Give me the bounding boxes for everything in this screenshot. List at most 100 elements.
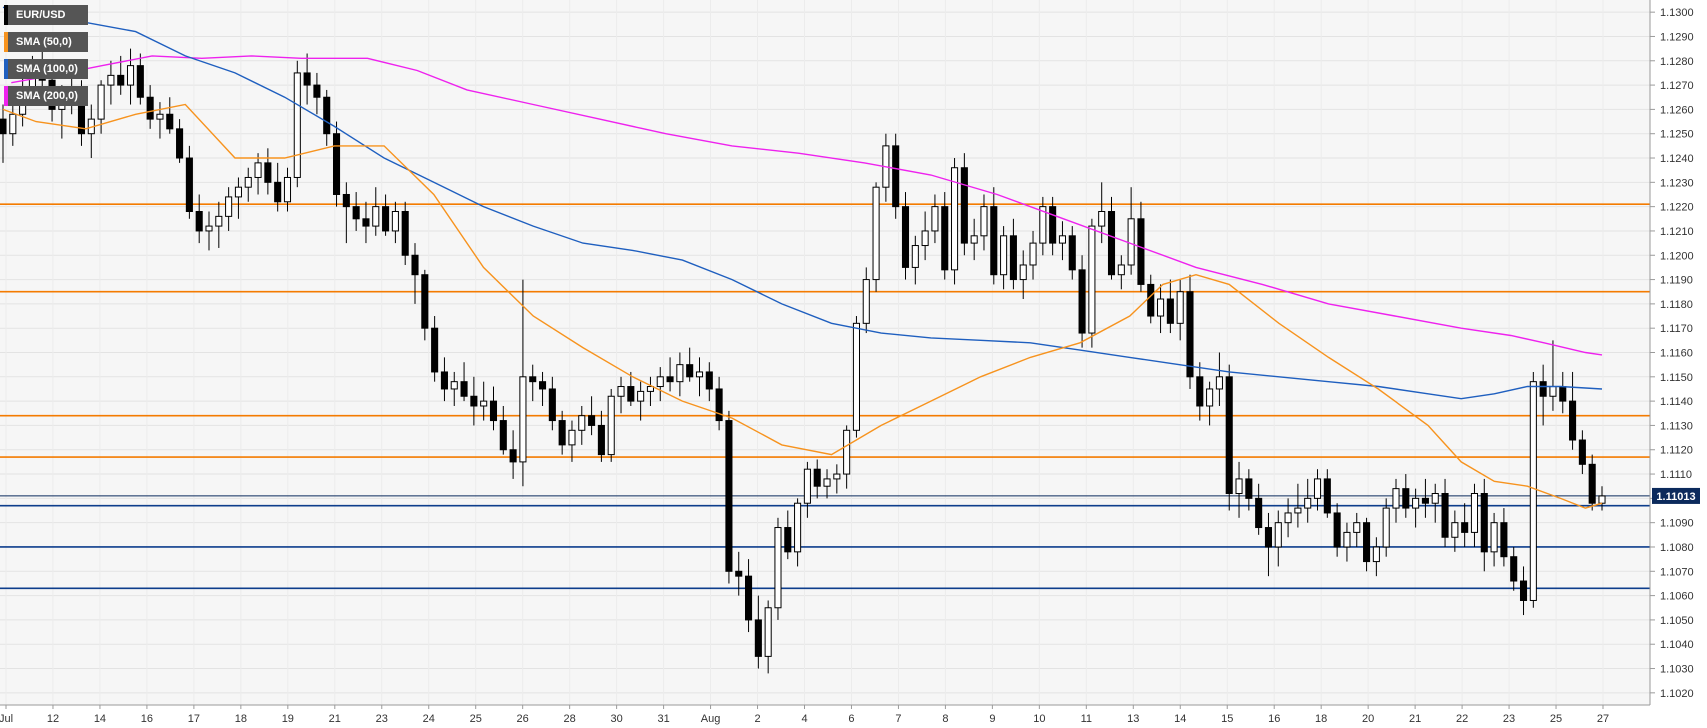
- candle: [1402, 474, 1410, 518]
- candle-body-bullish: [1039, 206, 1047, 244]
- candle-body-bearish: [313, 84, 321, 98]
- y-tick-label: 1.1270: [1660, 80, 1694, 92]
- candle: [980, 194, 988, 251]
- candle: [107, 60, 115, 105]
- candle-body-bearish: [1137, 218, 1145, 285]
- candle: [303, 53, 311, 105]
- candle-body-bearish: [382, 206, 390, 232]
- candle-body-bearish: [411, 254, 419, 276]
- candle: [431, 316, 439, 382]
- legend-item-symbol[interactable]: EUR/USD: [4, 5, 88, 25]
- candle: [852, 316, 860, 438]
- candle: [1343, 522, 1351, 562]
- candle: [1009, 218, 1017, 290]
- candle-body-bullish: [1215, 376, 1223, 390]
- candle: [1147, 274, 1155, 324]
- candle-body-bearish: [715, 388, 723, 422]
- candle-body-bearish: [470, 395, 478, 407]
- candle: [568, 420, 576, 462]
- x-tick-label: 20: [1362, 713, 1374, 725]
- candle: [823, 469, 831, 499]
- candle-body-bearish: [1461, 522, 1469, 533]
- candle-body-bearish: [1049, 206, 1057, 244]
- candle-body-bearish: [1255, 497, 1263, 529]
- candle-body-bullish: [126, 65, 135, 86]
- candle: [342, 182, 350, 244]
- candle: [813, 459, 821, 499]
- candle-body-bearish: [529, 376, 537, 383]
- candle-body-bearish: [166, 113, 174, 130]
- candle-body-bearish: [813, 468, 821, 487]
- candle-body-bullish: [205, 225, 213, 232]
- horizontal-levels: [0, 203, 1650, 590]
- legend-label: SMA (100,0): [16, 63, 78, 75]
- candle: [1431, 483, 1439, 523]
- y-tick-label: 1.1190: [1660, 275, 1693, 287]
- candle-body-bullish: [676, 364, 684, 383]
- candle-body-bearish: [352, 206, 360, 220]
- candle-body-bullish: [1206, 388, 1214, 407]
- candle: [489, 386, 498, 431]
- x-tick-label: 11: [1081, 713, 1092, 725]
- candle: [460, 362, 468, 402]
- legend-item-sma200[interactable]: SMA (200,0): [4, 86, 88, 106]
- candle-body-bearish: [686, 364, 694, 378]
- candle: [136, 53, 144, 105]
- candle-body-bearish: [1264, 527, 1273, 548]
- candle-body-bullish: [254, 162, 262, 178]
- x-tick-label: 31: [657, 713, 669, 725]
- candle: [666, 357, 674, 392]
- candle: [1274, 510, 1282, 567]
- candle-body-bearish: [1539, 381, 1547, 397]
- x-tick-label: 7: [895, 713, 901, 725]
- candle: [1323, 469, 1331, 518]
- candle-body-bearish: [558, 420, 566, 446]
- candle-body-bearish: [666, 376, 674, 383]
- candle: [1569, 371, 1577, 450]
- time-axis: Jul 12 14 16 17 18 19 21 23 24 25 26 28 30 31 Aug 2 4 6 7 8 9…: [0, 705, 1609, 725]
- candle: [1539, 364, 1547, 426]
- candle: [1313, 469, 1322, 511]
- candle: [1029, 230, 1037, 280]
- candle-body-bullish: [1470, 493, 1479, 533]
- candle-body-bearish: [1510, 556, 1518, 582]
- candle: [1206, 381, 1214, 426]
- candle: [1255, 483, 1263, 535]
- candle: [244, 167, 252, 202]
- candle-body-bullish: [107, 74, 115, 86]
- candle-body-bullish: [617, 386, 625, 397]
- legend-item-sma100[interactable]: SMA (100,0): [4, 59, 88, 79]
- y-tick-label: 1.1250: [1660, 129, 1694, 141]
- candle: [1490, 512, 1498, 567]
- price-tag-value: 1.11013: [1656, 491, 1695, 503]
- candle: [1039, 196, 1047, 256]
- y-tick-label: 1.1230: [1660, 177, 1694, 189]
- candle-body-bullish: [823, 478, 831, 487]
- candle-body-bearish: [1078, 269, 1086, 334]
- y-tick-label: 1.1200: [1660, 250, 1694, 262]
- candle-body-bearish: [754, 619, 762, 657]
- candle-body-bearish: [0, 118, 7, 135]
- candle: [1049, 196, 1057, 256]
- candle-body-bullish: [951, 167, 959, 271]
- candle: [784, 510, 792, 560]
- candle: [990, 187, 998, 285]
- candle: [234, 177, 242, 219]
- x-tick-label: 23: [1503, 713, 1515, 725]
- candle: [480, 381, 488, 421]
- x-tick-label: Aug: [701, 713, 721, 725]
- candle: [1304, 478, 1312, 523]
- y-tick-label: 1.1140: [1660, 396, 1693, 408]
- candle: [960, 153, 968, 256]
- candle: [1078, 255, 1086, 348]
- candle-body-bearish: [1166, 298, 1174, 324]
- candle-body-bullish: [656, 376, 664, 388]
- candle: [941, 192, 949, 280]
- candle-body-bearish: [1421, 497, 1429, 504]
- candle: [1019, 250, 1027, 300]
- candle-body-bearish: [440, 371, 448, 390]
- candle-body-bullish: [1490, 522, 1498, 553]
- legend-item-sma50[interactable]: SMA (50,0): [4, 32, 88, 52]
- candle: [1382, 498, 1390, 557]
